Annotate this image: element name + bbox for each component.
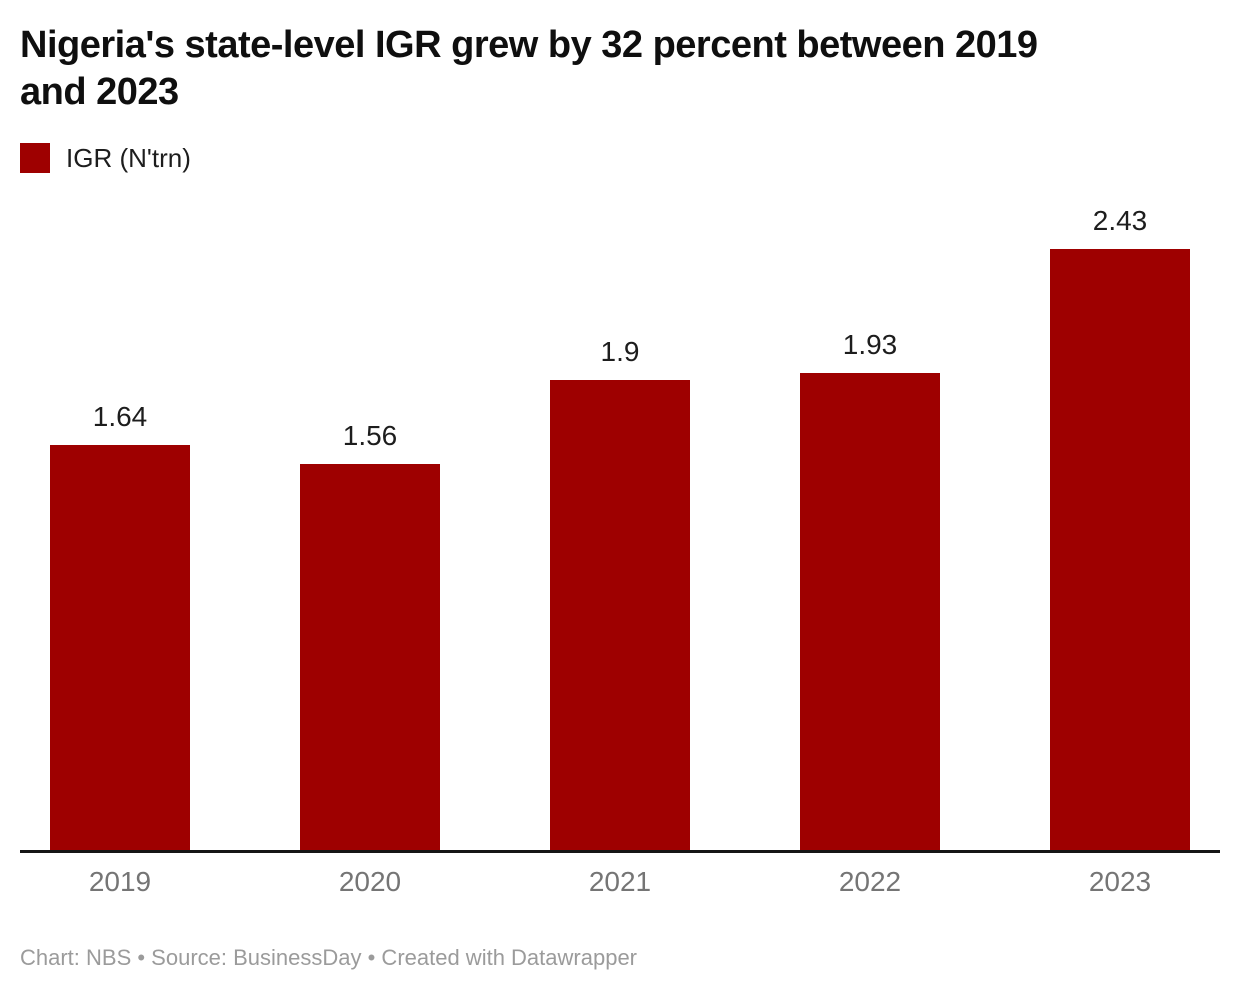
bar-group-2020: 1.56 [300,420,440,850]
value-label-2019: 1.64 [92,400,148,432]
bar-2022 [800,373,940,850]
x-tick-2022: 2022 [838,866,902,897]
bar-group-2021: 1.9 [550,336,690,850]
chart-title: Nigeria's state-level IGR grew by 32 per… [20,24,1038,113]
bar-2019 [50,445,190,850]
bar-group-2019: 1.64 [50,401,190,850]
x-tick-2020: 2020 [338,866,402,897]
plot-area: 1.64 1.56 1.9 1.93 2.43 [20,195,1220,850]
x-tick-2021: 2021 [588,866,652,897]
x-axis-ticks: 2019 2020 2021 2022 2023 [20,866,1220,898]
value-label-2022: 1.93 [842,328,898,360]
footer-credit: Chart: NBS • Source: BusinessDay • Creat… [20,945,637,971]
x-tick-2023: 2023 [1088,866,1152,897]
value-label-2023: 2.43 [1092,204,1148,236]
bar-group-2023: 2.43 [1050,205,1190,850]
legend-label-igr: IGR (N'trn) [66,142,191,173]
x-tick-2019: 2019 [88,866,152,897]
value-label-2021: 1.9 [600,335,640,367]
bar-2021 [550,380,690,850]
bar-group-2022: 1.93 [800,329,940,850]
value-label-2020: 1.56 [342,419,398,451]
bar-2020 [300,464,440,850]
x-axis-line [20,850,1220,853]
legend: IGR (N'trn) [20,143,1220,173]
legend-swatch-igr [20,143,50,173]
bar-2023 [1050,249,1190,850]
